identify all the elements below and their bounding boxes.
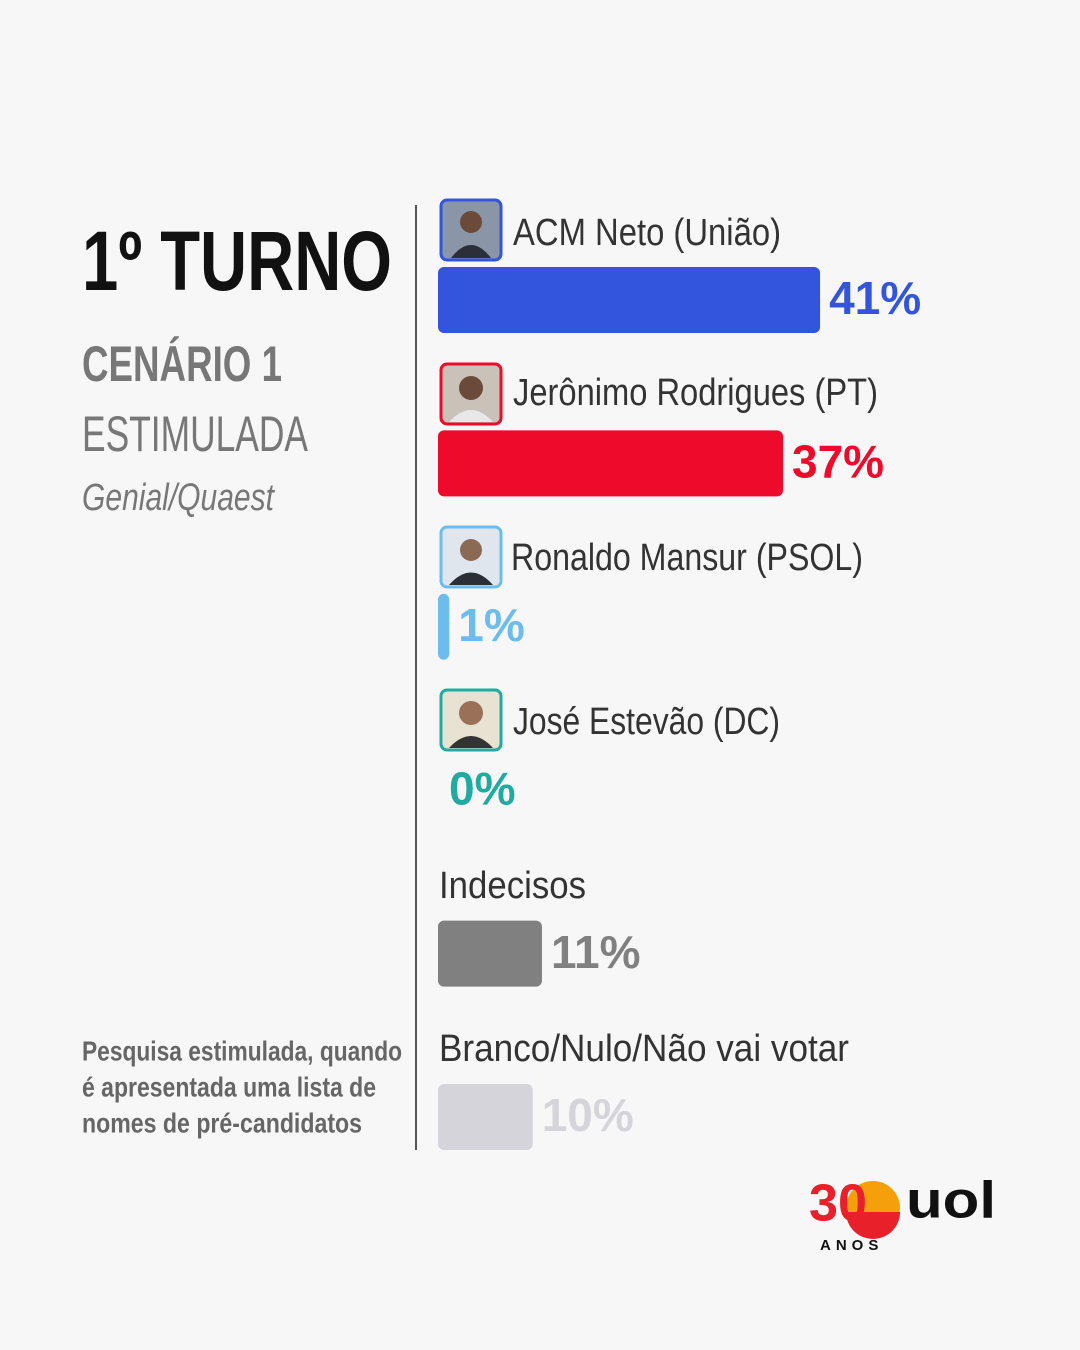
bar bbox=[438, 267, 821, 333]
category-label: Branco/Nulo/Não vai votar bbox=[439, 1028, 849, 1070]
subtitle: CENÁRIO 1 bbox=[82, 336, 282, 392]
value-label: 0% bbox=[449, 762, 515, 814]
value-label: 1% bbox=[458, 599, 524, 651]
value-label: 11% bbox=[551, 926, 641, 978]
category-label: Ronaldo Mansur (PSOL) bbox=[511, 537, 863, 579]
bar bbox=[438, 430, 783, 497]
logo: 30 uol ANOS bbox=[809, 1172, 996, 1254]
bar bbox=[438, 1084, 533, 1150]
photo bbox=[439, 525, 503, 589]
bar bbox=[438, 920, 542, 987]
value-label: 10% bbox=[542, 1089, 634, 1141]
photo bbox=[439, 362, 503, 426]
value-label: 37% bbox=[792, 436, 884, 488]
value-label: 41% bbox=[829, 272, 921, 324]
note: é apresentada uma lista de bbox=[82, 1071, 376, 1102]
logo-brand: uol bbox=[906, 1172, 996, 1230]
mode: ESTIMULADA bbox=[82, 406, 308, 462]
category-label: José Estevão (DC) bbox=[513, 701, 780, 743]
note: nomes de pré-candidatos bbox=[82, 1107, 362, 1138]
chart-title: 1º TURNO bbox=[82, 214, 392, 308]
category-label: Indecisos bbox=[439, 865, 586, 907]
category-label: ACM Neto (União) bbox=[513, 212, 781, 254]
photo bbox=[439, 198, 503, 262]
logo-caption: ANOS bbox=[820, 1237, 883, 1254]
logo-circle bbox=[846, 1212, 900, 1239]
note: Pesquisa estimulada, quando bbox=[82, 1035, 402, 1066]
source: Genial/Quaest bbox=[82, 477, 275, 519]
category-label: Jerônimo Rodrigues (PT) bbox=[513, 372, 878, 414]
logo-number: 30 bbox=[809, 1175, 867, 1233]
photo bbox=[439, 688, 503, 752]
bar bbox=[438, 593, 450, 660]
